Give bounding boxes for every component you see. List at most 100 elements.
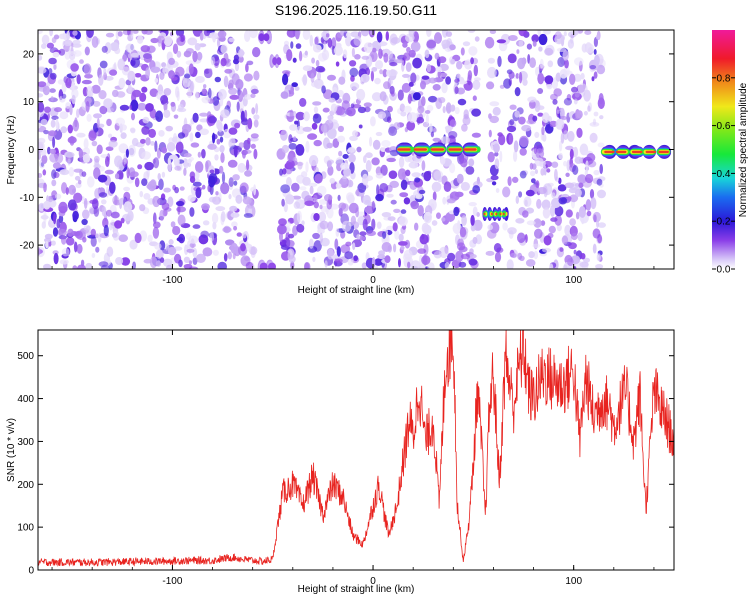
heatmap-cell — [91, 36, 99, 48]
colorbar-label: Normalized spectral amplitude — [738, 82, 749, 217]
heatmap-cell — [183, 167, 187, 176]
heatmap-cell — [313, 78, 324, 90]
heatmap-cell — [303, 111, 310, 122]
heatmap-ridge-level — [485, 212, 488, 216]
heatmap-cell — [345, 32, 352, 38]
heatmap-cell — [346, 106, 356, 117]
heatmap-cell — [168, 239, 174, 245]
heatmap-features — [257, 30, 672, 269]
heatmap-cell — [519, 135, 529, 148]
heatmap-cell — [564, 224, 572, 236]
heatmap-cell — [71, 81, 75, 93]
heatmap-cell — [209, 231, 215, 242]
heatmap-cell — [147, 234, 153, 243]
heatmap-cell — [307, 133, 318, 140]
heatmap-cell — [49, 148, 56, 155]
heatmap-cell — [554, 205, 564, 217]
heatmap-cell — [163, 258, 173, 267]
heatmap-cell — [84, 74, 93, 79]
heatmap-cell — [428, 95, 438, 103]
heatmap-cell — [130, 128, 136, 134]
heatmap-cell — [154, 78, 159, 83]
heatmap-cell — [73, 241, 78, 253]
heatmap-cell — [51, 179, 57, 187]
heatmap-cell — [569, 218, 576, 227]
heatmap-cell — [330, 103, 338, 113]
heatmap-cell — [415, 193, 423, 200]
heatmap-cell — [172, 43, 179, 55]
heatmap-cell — [528, 251, 535, 259]
snr-panel: -100 0 100 0 100 200 300 400 500 Height of strai… — [6, 329, 675, 595]
heatmap-cell — [519, 71, 523, 84]
heatmap-cell — [470, 214, 475, 226]
heatmap-cell — [486, 229, 497, 239]
heatmap-cell — [44, 106, 51, 113]
heatmap-cell — [235, 194, 243, 204]
heatmap-cell — [38, 81, 47, 88]
heatmap-cell — [134, 177, 140, 188]
heatmap-cell — [203, 84, 207, 89]
heatmap-cell — [538, 33, 548, 46]
heatmap-cell — [201, 88, 207, 94]
heatmap-cell — [352, 130, 358, 137]
heatmap-cell — [129, 104, 133, 110]
heatmap-cell — [253, 70, 260, 81]
heatmap-cell — [214, 76, 221, 83]
heatmap-cell — [457, 98, 467, 106]
heatmap-cell — [245, 63, 249, 73]
heatmap-cell — [335, 61, 340, 67]
heatmap-cell — [577, 83, 588, 94]
heatmap-cell — [347, 259, 354, 266]
snr-frame — [37, 329, 675, 571]
snr-x-tick-label: 100 — [565, 576, 582, 587]
heatmap-cell — [312, 101, 322, 106]
heatmap-cell — [111, 233, 118, 238]
heatmap-y-tick-label: -20 — [20, 241, 35, 252]
heatmap-cell — [449, 44, 456, 51]
heatmap-cell — [302, 65, 313, 72]
heatmap-cell — [352, 242, 356, 250]
heatmap-cell — [370, 116, 376, 127]
heatmap-cell — [281, 198, 285, 207]
heatmap-cell — [532, 115, 538, 122]
heatmap-cell — [546, 168, 551, 173]
heatmap-cell — [40, 118, 48, 126]
heatmap-cell — [583, 111, 588, 116]
heatmap-cell — [91, 140, 98, 147]
heatmap-cell — [82, 209, 90, 220]
heatmap-cell — [595, 264, 604, 269]
heatmap-cell — [189, 132, 194, 142]
heatmap-cell — [489, 115, 500, 124]
heatmap-cell — [296, 223, 305, 233]
heatmap-cell — [454, 86, 459, 94]
heatmap-cell — [105, 156, 110, 168]
heatmap-cell — [195, 253, 206, 263]
heatmap-cell — [187, 162, 191, 168]
heatmap-cell — [351, 47, 355, 58]
heatmap-cell — [145, 103, 154, 112]
heatmap-ridge-level — [268, 262, 276, 269]
heatmap-cell — [227, 159, 238, 168]
heatmap-cell — [95, 246, 100, 253]
heatmap-cell — [369, 30, 375, 36]
heatmap-cell — [145, 137, 151, 146]
heatmap-cell — [371, 218, 376, 231]
heatmap-cell — [86, 113, 92, 122]
heatmap-cell — [335, 182, 342, 189]
heatmap-cell — [43, 200, 51, 210]
heatmap-cell — [382, 231, 387, 239]
heatmap-cell — [228, 127, 238, 135]
heatmap-cell — [248, 246, 258, 255]
heatmap-cell — [99, 60, 108, 69]
heatmap-cell — [84, 46, 90, 56]
heatmap-cell — [410, 72, 417, 84]
heatmap-cell — [163, 187, 171, 193]
heatmap-cell — [339, 30, 349, 33]
heatmap-cell — [468, 258, 478, 266]
heatmap-cell — [563, 160, 568, 167]
heatmap-cell — [398, 233, 404, 242]
heatmap-cell — [159, 209, 165, 222]
heatmap-cell — [558, 152, 563, 160]
heatmap-cell — [371, 200, 376, 212]
heatmap-cell — [599, 163, 603, 175]
